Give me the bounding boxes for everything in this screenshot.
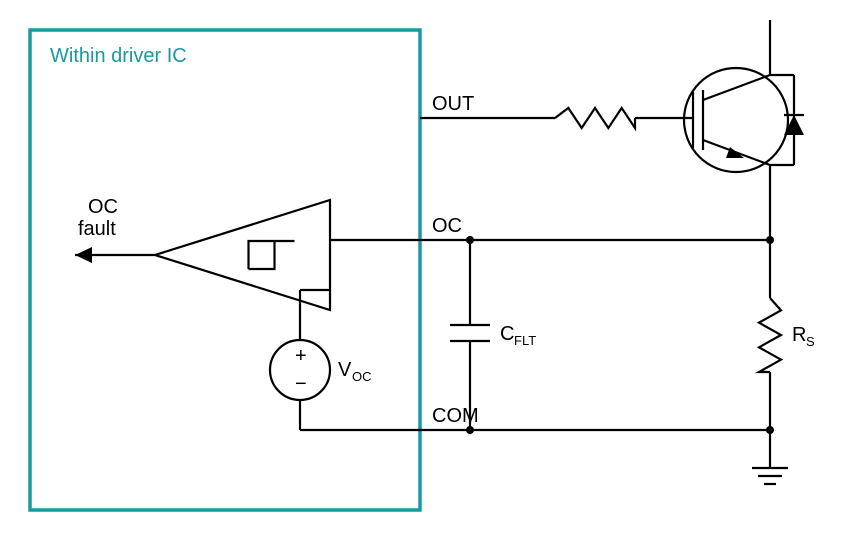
cflt-label: C [500,323,514,345]
igbt-transistor [684,68,804,172]
gate-resistor [555,108,635,128]
ground-symbol [752,430,788,484]
circuit-diagram: Within driver IC OUT OC C FLT [0,0,860,540]
filter-capacitor: C FLT [450,240,536,430]
out-net: OUT [420,93,693,128]
ic-region-label: Within driver IC [50,45,187,67]
oc-fault-label-1: OC [88,196,118,218]
com-pin-label: COM [432,405,479,427]
oc-pin-label: OC [432,215,462,237]
comparator: OC fault [75,196,330,310]
ic-boundary-box [30,30,420,510]
sense-resistor: R S [759,240,815,430]
voc-plus: + [295,345,307,367]
rs-subscript: S [806,334,815,349]
out-pin-label: OUT [432,93,474,115]
oc-fault-label-2: fault [78,218,116,240]
voc-label: V [338,359,352,381]
voc-subscript: OC [352,369,372,384]
rs-label: R [792,324,806,346]
voc-minus: − [295,373,307,395]
voc-source: + − V OC [270,290,372,430]
cflt-subscript: FLT [514,333,536,348]
